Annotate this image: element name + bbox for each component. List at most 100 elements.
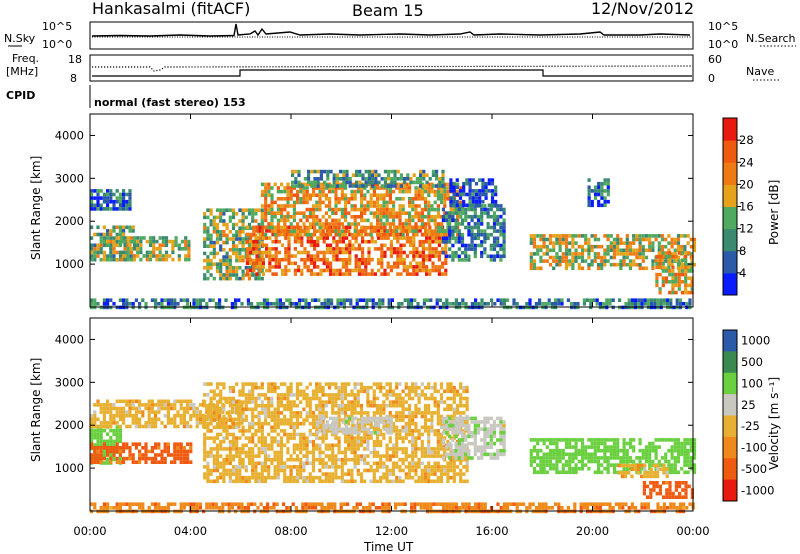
data-cell — [351, 184, 355, 188]
data-cell — [182, 413, 186, 418]
data-cell — [369, 229, 373, 233]
data-cell — [478, 199, 482, 204]
data-cell — [148, 254, 153, 258]
data-cell — [296, 222, 300, 226]
data-cell — [529, 262, 533, 267]
data-cell — [454, 254, 458, 259]
data-cell — [632, 262, 636, 267]
data-cell — [490, 199, 495, 204]
data-cell — [433, 403, 437, 408]
data-cell — [257, 418, 261, 422]
data-cell — [483, 236, 487, 241]
data-cell — [603, 234, 607, 238]
data-cell — [329, 169, 333, 174]
data-cell — [112, 432, 116, 436]
data-cell — [460, 222, 465, 226]
data-cell — [350, 222, 354, 226]
data-cell — [300, 257, 304, 262]
data-cell — [641, 244, 645, 249]
data-cell — [408, 186, 412, 190]
data-cell — [389, 250, 393, 255]
data-cell — [157, 403, 161, 407]
data-cell — [270, 414, 274, 419]
data-cell — [263, 407, 268, 412]
data-cell — [402, 236, 406, 240]
data-cell — [325, 257, 329, 262]
data-cell — [641, 237, 645, 242]
data-cell — [321, 403, 325, 408]
data-cell — [340, 222, 344, 226]
data-cell — [270, 215, 274, 219]
data-cell — [417, 436, 421, 440]
data-cell — [312, 207, 316, 212]
data-cell — [168, 254, 172, 258]
data-cell — [328, 200, 332, 205]
data-cell — [115, 439, 119, 444]
data-cell — [431, 184, 435, 188]
data-cell — [307, 302, 311, 306]
data-cell — [408, 225, 412, 230]
data-cell — [206, 468, 210, 473]
data-cell — [238, 400, 242, 404]
data-cell — [363, 225, 367, 230]
data-cell — [96, 189, 100, 193]
data-cell — [99, 460, 103, 464]
data-cell — [382, 425, 386, 430]
data-cell — [325, 250, 329, 255]
data-cell — [600, 262, 604, 267]
data-cell — [387, 173, 391, 177]
data-cell — [212, 447, 216, 451]
data-cell — [215, 479, 220, 484]
data-cell — [93, 302, 97, 306]
data-cell — [389, 243, 393, 248]
data-cell — [299, 411, 303, 415]
data-cell — [391, 472, 396, 476]
data-cell — [257, 479, 261, 484]
data-cell — [480, 211, 484, 215]
data-cell — [235, 472, 239, 476]
data-cell — [413, 298, 417, 302]
data-cell — [206, 382, 210, 386]
data-cell — [411, 411, 415, 415]
data-cell — [299, 475, 303, 480]
data-cell — [93, 243, 97, 248]
data-cell — [235, 269, 239, 274]
data-cell — [437, 268, 441, 273]
data-cell — [558, 259, 562, 263]
data-cell — [276, 229, 280, 233]
data-cell — [283, 443, 287, 448]
data-cell — [179, 403, 183, 407]
data-cell — [322, 236, 326, 240]
data-cell — [680, 248, 684, 253]
data-cell — [206, 215, 210, 220]
data-cell — [125, 302, 129, 306]
data-cell — [264, 233, 268, 237]
data-cell — [458, 196, 463, 200]
data-cell — [302, 432, 306, 437]
data-cell — [499, 302, 503, 306]
noise-tick-right-bottom: 10^0 — [708, 38, 738, 51]
data-cell — [398, 393, 402, 397]
data-cell — [311, 411, 316, 415]
data-cell — [484, 192, 488, 197]
data-cell — [353, 400, 357, 404]
data-cell — [369, 479, 373, 484]
data-cell — [410, 302, 414, 306]
data-cell — [299, 229, 303, 233]
data-cell — [660, 259, 665, 263]
data-cell — [443, 186, 447, 190]
data-cell — [381, 298, 385, 302]
data-cell — [126, 236, 130, 240]
data-cell — [580, 252, 585, 256]
data-cell — [345, 236, 349, 240]
data-cell — [329, 250, 333, 255]
data-cell — [206, 454, 210, 458]
data-cell — [644, 266, 649, 271]
data-cell — [326, 173, 330, 177]
data-cell — [684, 262, 688, 266]
colorbar-tick-label: 24 — [739, 155, 754, 169]
data-cell — [309, 243, 313, 248]
data-cell — [265, 229, 269, 233]
data-cell — [318, 197, 322, 201]
data-cell — [430, 396, 434, 401]
